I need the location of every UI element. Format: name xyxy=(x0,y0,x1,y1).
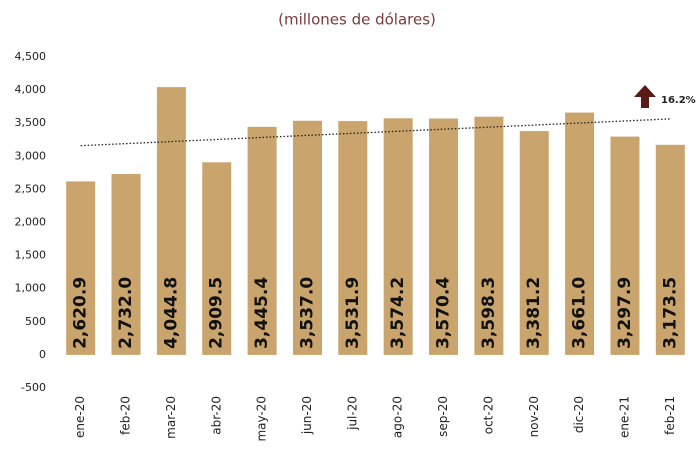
x-tick-label: ene-20 xyxy=(73,396,87,438)
value-label: 3,598.3 xyxy=(479,277,499,349)
x-tick-label: feb-20 xyxy=(119,396,133,435)
bar xyxy=(655,144,685,355)
x-tick-label: ago-20 xyxy=(391,396,405,438)
bar xyxy=(610,136,640,355)
bar xyxy=(519,131,549,355)
y-tick-label: 2,000 xyxy=(15,216,47,229)
y-tick-label: 1,000 xyxy=(15,282,47,295)
up-arrow xyxy=(634,85,656,108)
bar xyxy=(474,116,504,355)
value-label: 3,173.5 xyxy=(660,277,680,349)
x-tick-label: ene-21 xyxy=(617,396,631,438)
value-label: 3,381.2 xyxy=(524,277,544,349)
bar xyxy=(292,120,322,355)
value-label: 3,297.9 xyxy=(615,277,635,349)
value-label: 3,537.0 xyxy=(297,277,317,349)
bar xyxy=(156,87,186,355)
bar xyxy=(202,162,232,355)
bar xyxy=(338,121,368,355)
x-tick-label: oct-20 xyxy=(481,396,495,434)
x-tick-label: feb-21 xyxy=(663,396,677,435)
x-tick-label: sep-20 xyxy=(436,396,450,437)
bar xyxy=(247,126,277,355)
x-tick-label: may-20 xyxy=(255,396,269,442)
annotation: 16.2% xyxy=(661,95,696,106)
x-tick-label: dic-20 xyxy=(572,396,586,433)
x-tick-label: jul-20 xyxy=(345,396,359,431)
bar xyxy=(429,118,459,355)
bar xyxy=(565,112,595,355)
value-label: 3,531.9 xyxy=(343,277,363,349)
bar xyxy=(111,174,141,355)
x-tick-label: abr-20 xyxy=(209,396,223,435)
y-tick-label: 0 xyxy=(39,348,46,361)
bar xyxy=(383,118,413,355)
value-label: 3,445.4 xyxy=(252,277,272,349)
value-label: 2,909.5 xyxy=(207,277,227,349)
value-label: 4,044.8 xyxy=(161,277,181,349)
chart-subtitle: (millones de dólares) xyxy=(278,11,436,29)
bar xyxy=(66,181,96,355)
value-label: 2,620.9 xyxy=(71,277,91,349)
value-label: 3,661.0 xyxy=(570,277,590,349)
x-tick-label: jun-20 xyxy=(300,396,314,435)
y-tick-label: 500 xyxy=(25,315,46,328)
x-tick-label: mar-20 xyxy=(164,396,178,439)
y-tick-label: 3,500 xyxy=(15,116,47,129)
y-tick-label: -500 xyxy=(21,381,46,394)
y-tick-label: 4,000 xyxy=(15,83,47,96)
y-tick-label: 1,500 xyxy=(15,249,47,262)
y-tick-label: 3,000 xyxy=(15,149,47,162)
y-tick-label: 4,500 xyxy=(15,50,47,63)
value-label: 3,574.2 xyxy=(388,277,408,349)
y-tick-label: 2,500 xyxy=(15,182,47,195)
trend-line xyxy=(80,118,671,147)
value-label: 3,570.4 xyxy=(434,277,454,349)
x-tick-label: nov-20 xyxy=(527,396,541,437)
value-label: 2,732.0 xyxy=(116,277,136,349)
